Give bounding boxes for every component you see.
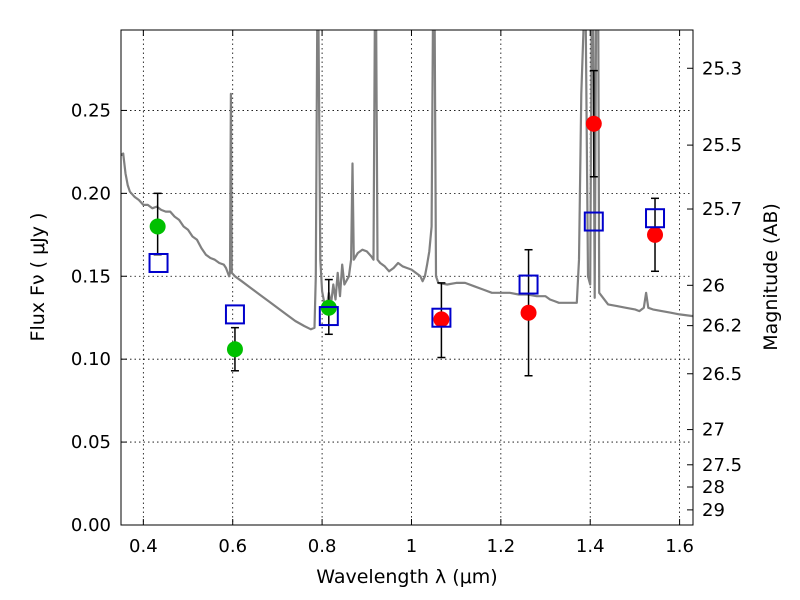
data-point (647, 226, 664, 243)
x-tick-label: 1.4 (576, 536, 605, 557)
y2-tick-label: 25.5 (702, 135, 742, 156)
marker-layer (148, 115, 666, 358)
y2-tick-label: 27.5 (702, 455, 742, 476)
model-spectrum-line (121, 30, 693, 331)
model-flux-marker (224, 304, 245, 325)
model-flux-marker (318, 306, 339, 327)
spectrum-layer (121, 30, 693, 331)
y-tick-label: 0.05 (71, 432, 111, 453)
y-tick-label: 0.25 (71, 100, 111, 121)
grid-lines (121, 30, 693, 526)
y-tick-label: 0.20 (71, 183, 111, 204)
x-tick-label: 1 (406, 536, 417, 557)
y2-tick-label: 27 (702, 420, 725, 441)
data-point (520, 304, 537, 321)
model-flux-marker (583, 211, 604, 232)
y-tick-label: 0.10 (71, 349, 111, 370)
model-flux-marker (431, 307, 452, 328)
data-point (226, 341, 243, 358)
y2-tick-label: 26.2 (702, 316, 742, 337)
y2-tick-label: 26 (702, 275, 725, 296)
data-point (149, 218, 166, 235)
y2-tick-label: 25.3 (702, 58, 742, 79)
data-point (585, 115, 602, 132)
y2-tick-label: 29 (702, 500, 725, 521)
y-axis-ticks: 0.00 0.05 0.10 0.15 0.20 0.25 (71, 100, 127, 536)
y2-tick-label: 25.7 (702, 199, 742, 220)
x-tick-label: 1.6 (665, 536, 694, 557)
y2-axis-label: Magnitude (AB) (760, 203, 782, 351)
x-tick-label: 0.4 (129, 536, 158, 557)
y2-tick-label: 26.5 (702, 364, 742, 385)
y-tick-label: 0.00 (71, 515, 111, 536)
model-flux-marker (518, 274, 539, 295)
x-axis-label: Wavelength λ (μm) (316, 566, 497, 588)
model-flux-marker (645, 208, 666, 229)
y-axis-label: Flux Fν ( μJy ) (27, 213, 49, 342)
x-tick-label: 0.8 (308, 536, 337, 557)
y-tick-label: 0.15 (71, 266, 111, 287)
data-point (433, 311, 450, 328)
plot-background (121, 30, 693, 525)
y2-tick-label: 28 (702, 477, 725, 498)
x-axis-ticks: 0.4 0.6 0.8 1 1.2 1.4 1.6 (129, 30, 694, 557)
x-tick-label: 1.2 (487, 536, 516, 557)
model-flux-marker (148, 252, 169, 273)
x-tick-label: 0.6 (218, 536, 247, 557)
plot-frame (120, 29, 694, 526)
